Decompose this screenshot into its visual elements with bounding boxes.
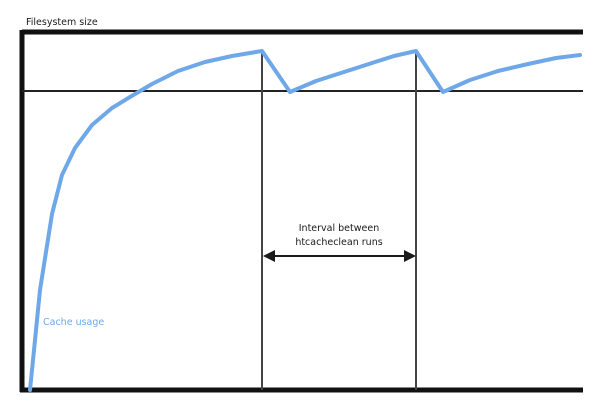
interval-annotation-line2: htcacheclean runs [295,237,382,248]
interval-annotation-line1: Interval between [299,223,379,234]
interval-arrow [263,250,416,262]
interval-arrow-head-left [263,250,275,262]
filesystem-size-label: Filesystem size [26,17,98,28]
interval-arrow-head-right [404,250,416,262]
cache-usage-label: Cache usage [43,317,104,328]
cache-usage-curve [28,49,582,392]
